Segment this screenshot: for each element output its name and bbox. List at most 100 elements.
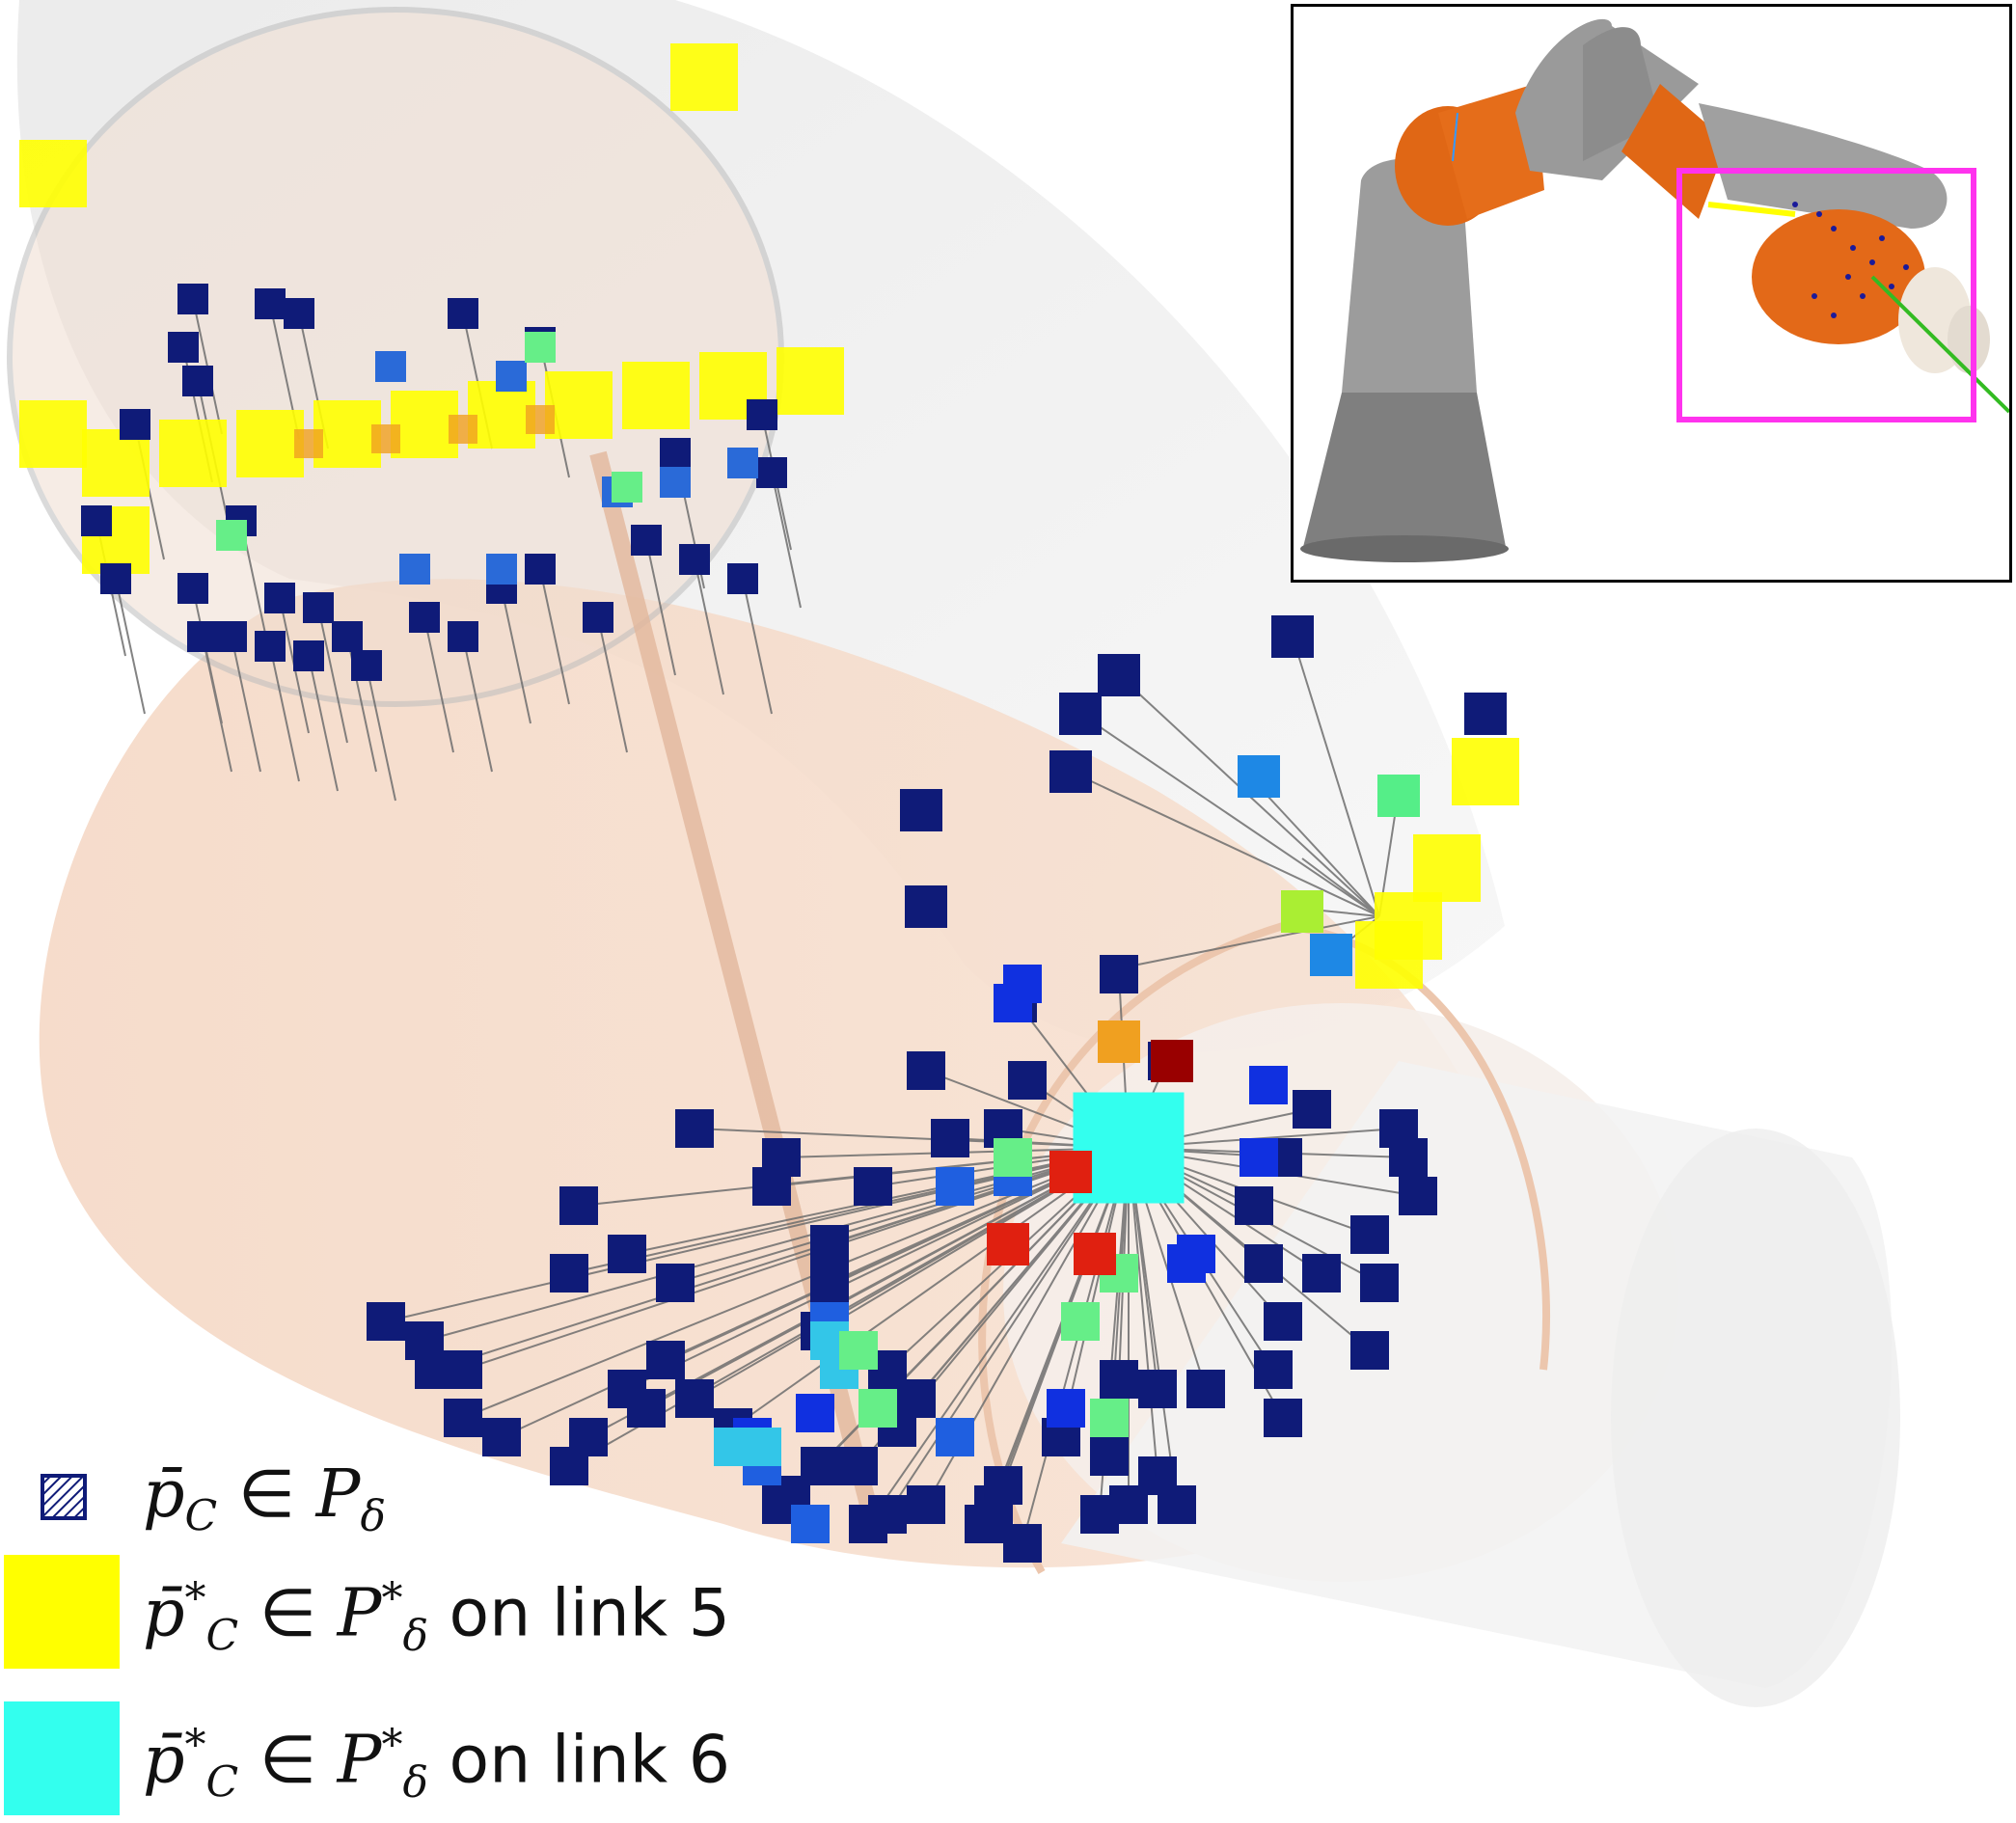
point-marker xyxy=(1061,1302,1100,1341)
point-marker xyxy=(727,563,758,594)
point-marker xyxy=(448,298,478,329)
point-marker xyxy=(550,1254,588,1292)
point-marker xyxy=(1293,1090,1331,1129)
point-marker xyxy=(1452,738,1519,805)
point-marker xyxy=(1350,1331,1389,1370)
distance-line xyxy=(317,607,348,744)
point-marker xyxy=(1151,1040,1193,1082)
point-marker xyxy=(1389,1138,1428,1177)
point-marker xyxy=(82,429,150,497)
point-marker xyxy=(1049,750,1092,793)
point-marker xyxy=(1059,693,1102,735)
distance-line xyxy=(366,665,396,802)
point-marker xyxy=(931,1119,969,1157)
point-marker xyxy=(559,1186,598,1225)
distance-line xyxy=(462,636,493,773)
distance-line xyxy=(539,568,570,705)
point-marker xyxy=(255,288,286,319)
point-marker xyxy=(525,332,556,363)
distance-line xyxy=(1137,915,1380,966)
point-marker xyxy=(216,621,247,652)
point-marker xyxy=(264,583,295,613)
point-marker xyxy=(120,409,150,440)
distance-line xyxy=(308,655,339,792)
point-marker xyxy=(1090,1399,1129,1437)
point-marker xyxy=(776,347,844,415)
point-marker xyxy=(1464,693,1507,735)
distance-line xyxy=(886,1147,1130,1515)
point-marker xyxy=(583,602,613,633)
point-marker xyxy=(367,1302,405,1341)
distance-line xyxy=(780,1147,1130,1506)
point-marker xyxy=(187,621,218,652)
point-marker xyxy=(608,1235,646,1273)
point-marker xyxy=(1235,1186,1273,1225)
point-marker xyxy=(679,544,710,575)
point-marker xyxy=(727,448,758,478)
point-marker xyxy=(1167,1244,1206,1283)
distance-line xyxy=(771,472,802,609)
point-marker xyxy=(1413,834,1481,902)
point-marker xyxy=(839,1331,878,1370)
point-marker xyxy=(646,1341,685,1379)
point-marker xyxy=(660,438,691,469)
distance-line xyxy=(1253,780,1380,917)
point-marker xyxy=(1074,1233,1116,1275)
point-marker xyxy=(1090,1437,1129,1476)
point-marker xyxy=(545,371,613,439)
point-marker xyxy=(987,1223,1029,1265)
point-marker xyxy=(810,1264,849,1302)
distance-line xyxy=(597,616,628,753)
point-markers xyxy=(19,43,1519,1563)
distance-line xyxy=(1128,1147,1178,1506)
point-marker xyxy=(444,1399,482,1437)
point-marker xyxy=(1186,1370,1225,1408)
point-marker xyxy=(303,592,334,623)
point-marker xyxy=(294,429,323,458)
point-marker xyxy=(449,415,477,444)
point-marker xyxy=(622,362,690,429)
legend-label-point-cloud: p̄C ∈ Pδ xyxy=(143,1456,386,1541)
point-marker xyxy=(526,405,555,434)
point-marker xyxy=(351,650,382,681)
point-marker xyxy=(468,381,535,449)
point-marker xyxy=(994,1138,1032,1177)
hatched-swatch-icon xyxy=(41,1474,87,1520)
point-marker xyxy=(313,400,381,468)
distance-line xyxy=(1070,771,1380,917)
point-marker xyxy=(900,789,942,831)
point-marker xyxy=(747,399,777,430)
point-marker xyxy=(854,1167,892,1206)
point-marker xyxy=(1158,1485,1196,1524)
point-marker xyxy=(1238,755,1280,798)
point-marker xyxy=(496,361,527,392)
distance-line xyxy=(732,1147,1130,1428)
point-marker xyxy=(936,1418,974,1456)
point-marker xyxy=(612,472,642,503)
point-marker xyxy=(1244,1244,1283,1283)
point-marker xyxy=(81,505,112,536)
point-marker xyxy=(858,1389,897,1428)
point-marker xyxy=(810,1225,849,1264)
point-marker xyxy=(444,1350,482,1389)
point-marker xyxy=(907,1485,945,1524)
distance-line xyxy=(501,587,531,724)
distance-line xyxy=(867,1147,1130,1525)
point-marker xyxy=(656,1264,695,1302)
point-marker xyxy=(1100,955,1138,993)
point-marker xyxy=(1249,1066,1288,1104)
point-marker xyxy=(1240,1138,1278,1177)
point-marker xyxy=(1264,1399,1302,1437)
point-marker xyxy=(936,1167,974,1206)
legend-label-link6: p̄*C ∈ P*δ on link 6 xyxy=(143,1721,731,1808)
point-marker xyxy=(631,525,662,556)
point-marker xyxy=(1264,1302,1302,1341)
point-marker xyxy=(19,140,87,207)
highlight-box-icon xyxy=(1676,168,1976,422)
point-marker xyxy=(1281,890,1323,933)
point-marker xyxy=(168,332,199,363)
point-marker xyxy=(1100,1360,1138,1399)
distance-line xyxy=(423,616,454,753)
robot-arm-icon xyxy=(1300,18,2009,562)
